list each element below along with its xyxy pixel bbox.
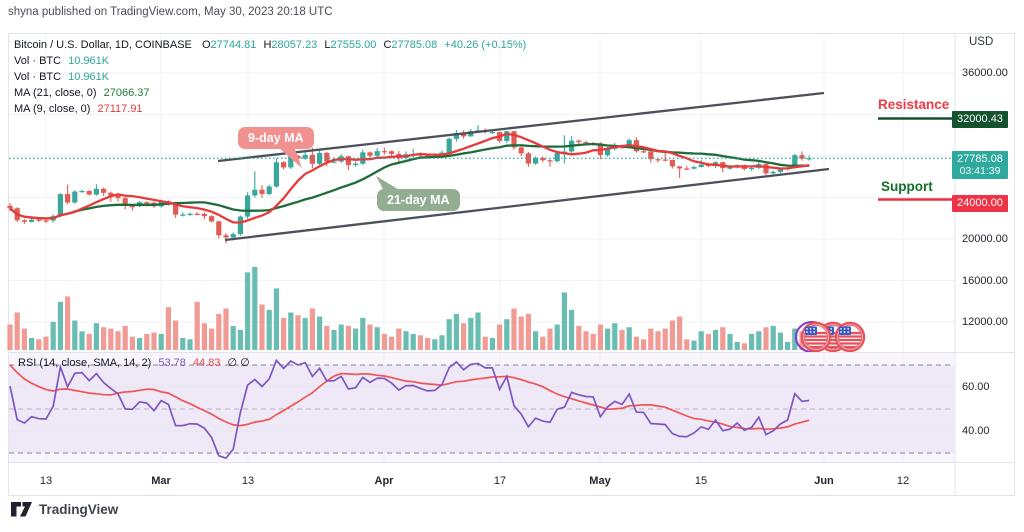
support-label[interactable]: Support (881, 179, 933, 194)
time-axis-label: May (589, 475, 611, 487)
volume-value: 10.961K (68, 55, 110, 67)
time-axis-label: Apr (374, 475, 394, 487)
time-axis-label: Jun (814, 475, 834, 487)
low-value: 27555.00 (330, 39, 377, 51)
high-value: 28057.23 (271, 39, 318, 51)
symbol-legend-row[interactable]: Bitcoin / U.S. Dollar, 1D, COINBASE O277… (14, 37, 526, 53)
time-axis-label: 15 (694, 475, 708, 487)
time-axis-label: 13 (39, 475, 53, 487)
rsi-value: 53.78 (158, 357, 186, 369)
rsi-axis-label: 60.00 (962, 381, 990, 393)
rsi-legend-row[interactable]: RSI (14, close, SMA, 14, 2) 53.78 44.83 … (18, 356, 250, 369)
tradingview-watermark-text: TradingView (39, 502, 119, 517)
symbol-title[interactable]: Bitcoin / U.S. Dollar, 1D, COINBASE (14, 39, 192, 51)
price-axis-label: 16000.00 (962, 274, 1008, 287)
resistance-price-badge: 32000.43 (952, 111, 1008, 128)
main-legend: Bitcoin / U.S. Dollar, 1D, COINBASE O277… (14, 37, 526, 117)
volume-legend-row[interactable]: Vol · BTC 10.961K (14, 53, 526, 69)
rsi-pane[interactable] (9, 353, 955, 462)
volume-label: Vol · BTC (14, 55, 62, 67)
close-value: 27785.08 (391, 39, 438, 51)
ma21-legend-row[interactable]: MA (21, close, 0) 27066.37 (14, 85, 526, 101)
rsi-sma-value: 44.83 (192, 357, 221, 369)
close-label: C (383, 39, 392, 51)
rsi-axis-label: 40.00 (962, 425, 990, 437)
low-label: L (324, 39, 331, 51)
currency-label: USD (969, 36, 994, 48)
ma9-legend-row[interactable]: MA (9, close, 0) 27117.91 (14, 101, 526, 117)
open-label: O (201, 39, 211, 51)
tradingview-watermark[interactable]: TradingView (10, 501, 118, 518)
last-price-value: 27785.08 (957, 153, 1003, 165)
price-axis-label: 12000.00 (962, 316, 1008, 328)
change-value: +40.26 (+0.15%) (444, 39, 527, 51)
ma9-value: 27117.91 (97, 103, 143, 115)
ma21-callout[interactable]: 21-day MA (377, 189, 460, 211)
volume-value-2: 10.961K (68, 71, 110, 83)
rsi-label: RSI (14, close, SMA, 14, 2) (18, 357, 152, 369)
high-label: H (263, 39, 272, 51)
rsi-bands-hidden: ∅ ∅ (227, 357, 250, 369)
ma9-callout[interactable]: 9-day MA (238, 127, 314, 149)
time-axis-label: Mar (151, 475, 171, 487)
resistance-label[interactable]: Resistance (878, 97, 950, 112)
price-axis-label: 36000.00 (962, 67, 1008, 79)
volume-label-2: Vol · BTC (14, 71, 62, 83)
open-value: 27744.81 (210, 39, 257, 51)
last-price-badge: 27785.08 03:41:39 (952, 151, 1008, 179)
time-axis-label: 12 (896, 475, 910, 487)
support-price-badge: 24000.00 (952, 195, 1008, 212)
ma21-value: 27066.37 (103, 87, 150, 99)
price-axis-label: 20000.00 (962, 233, 1008, 245)
ma21-label: MA (21, close, 0) (14, 87, 97, 99)
tradingview-logo-icon (11, 502, 32, 517)
bar-countdown: 03:41:39 (959, 165, 1001, 177)
time-axis-label: 13 (241, 475, 255, 487)
ma9-label: MA (9, close, 0) (14, 103, 91, 115)
volume-legend-row-2[interactable]: Vol · BTC 10.961K (14, 69, 526, 85)
publish-attribution: shyna published on TradingView.com, May … (8, 6, 333, 18)
time-axis-label: 17 (493, 475, 507, 487)
